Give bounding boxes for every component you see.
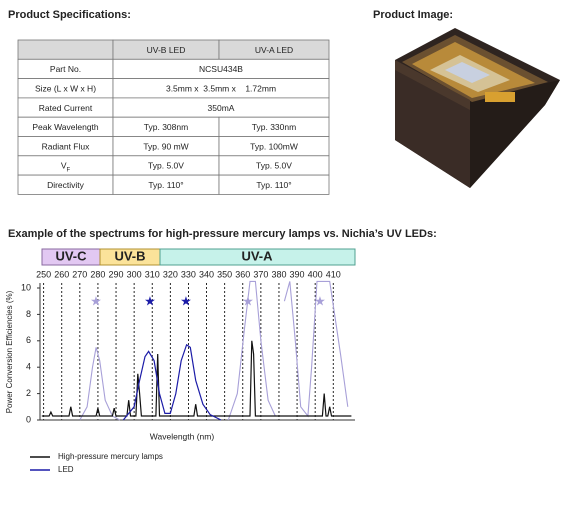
cell-text: Part No. [50, 64, 81, 74]
x-tick-label: 290 [109, 269, 124, 279]
y-tick-label: 0 [26, 414, 31, 424]
x-tick-label: 360 [235, 269, 250, 279]
y-tick-label: 8 [26, 309, 31, 319]
cell-text: VF [61, 161, 71, 173]
cell-text: Rated Current [39, 103, 93, 113]
x-tick-label: 340 [199, 269, 214, 279]
cell-text: Typ. 110° [256, 180, 291, 190]
cell-text: Typ. 330nm [252, 122, 296, 132]
x-tick-label: 330 [181, 269, 196, 279]
svg-text:★: ★ [180, 293, 192, 308]
x-tick-label: 370 [253, 269, 268, 279]
svg-text:★: ★ [144, 293, 156, 308]
y-axis-label: Power Conversion Efficiencies (%) [5, 290, 14, 413]
cell-text: Size (L x W x H) [35, 84, 96, 94]
cell-text: UV-B LED [147, 45, 186, 55]
table-cell [17, 39, 114, 60]
spec-title: Product Specifications: [8, 9, 131, 21]
x-tick-label: 400 [308, 269, 323, 279]
x-tick-label: 380 [271, 269, 286, 279]
series-line [41, 340, 352, 417]
image-title: Product Image: [373, 9, 453, 21]
x-tick-label: 270 [72, 269, 87, 279]
cell-text: Typ. 5.0V [256, 161, 292, 171]
x-tick-label: 320 [163, 269, 178, 279]
cell-text: Typ. 5.0V [148, 161, 184, 171]
band-label: UV-C [55, 248, 87, 263]
legend-label: LED [58, 465, 74, 474]
x-tick-label: 300 [127, 269, 142, 279]
y-tick-label: 2 [26, 388, 31, 398]
x-tick-label: 350 [217, 269, 232, 279]
chart-title: Example of the spectrums for high-pressu… [8, 228, 437, 240]
x-tick-label: 410 [326, 269, 341, 279]
cell-text: NCSU434B [199, 64, 243, 74]
cell-text: Typ. 110° [148, 180, 183, 190]
chart: 250 260 270 280 290 300 310 320 330 340 350 360 370 3… [5, 269, 355, 474]
svg-text:★: ★ [242, 293, 254, 308]
cell-text: Typ. 100mW [250, 141, 298, 151]
band-label: UV-B [114, 248, 145, 263]
spec-table: UV-B LED UV-A LED Part No. NCSU434B Size (L … [17, 39, 330, 195]
y-tick-label: 6 [26, 335, 31, 345]
svg-text:★: ★ [90, 293, 102, 308]
bands: UV-C UV-B UV-A [41, 248, 356, 266]
cell-text: 350mA [208, 103, 235, 113]
cell-text: Directivity [47, 180, 85, 190]
x-tick-label: 260 [54, 269, 69, 279]
product-image [395, 28, 560, 188]
table-cell [218, 174, 330, 195]
cell-text: Typ. 308nm [144, 122, 188, 132]
svg-text:★: ★ [314, 293, 326, 308]
cell-text: Peak Wavelength [32, 122, 99, 132]
series-line [122, 343, 222, 421]
legend-label: High-pressure mercury lamps [58, 452, 163, 461]
y-tick-label: 10 [21, 282, 31, 292]
x-tick-label: 390 [290, 269, 305, 279]
band-label: UV-A [241, 248, 273, 263]
cell-text: Radiant Flux [42, 141, 90, 151]
x-tick-label: 280 [90, 269, 105, 279]
x-tick-label: 310 [145, 269, 160, 279]
x-tick-label: 250 [36, 269, 51, 279]
cell-text: Typ. 90 mW [143, 141, 188, 151]
y-tick-label: 4 [26, 362, 31, 372]
cell-text: UV-A LED [255, 45, 293, 55]
cell-text: 3.5mm x 3.5mm x 1.72mm [166, 84, 276, 94]
stars: ★ ★ ★ ★ ★ [90, 293, 326, 308]
series-line [79, 280, 349, 421]
x-axis-label: Wavelength (nm) [150, 431, 215, 441]
